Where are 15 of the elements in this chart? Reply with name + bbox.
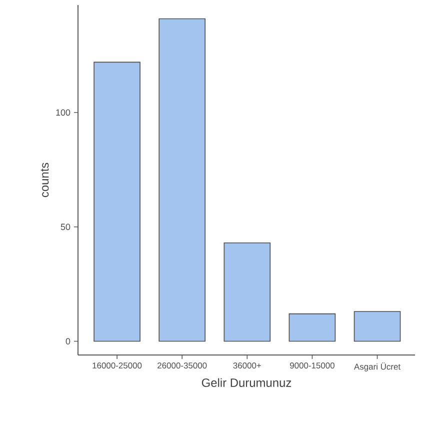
bar bbox=[354, 311, 401, 342]
y-tick-label: 100 bbox=[56, 109, 70, 116]
y-axis-title: counts bbox=[40, 162, 49, 198]
bar bbox=[158, 18, 206, 342]
bar bbox=[94, 62, 140, 342]
x-tick-label: 9000-15000 bbox=[290, 362, 334, 369]
bar bbox=[288, 313, 336, 342]
bar bbox=[224, 242, 271, 342]
x-tick-label: 16000-25000 bbox=[92, 362, 142, 369]
y-tick-label: 0 bbox=[66, 338, 70, 344]
x-tick-label: 36000+ bbox=[233, 362, 261, 369]
y-tick-label: 50 bbox=[60, 224, 70, 230]
x-tick-label: Asgari Ücret bbox=[354, 362, 400, 372]
x-axis-title: Gelir Durumunuz bbox=[202, 378, 292, 387]
x-tick-label: 26000-35000 bbox=[158, 362, 207, 369]
